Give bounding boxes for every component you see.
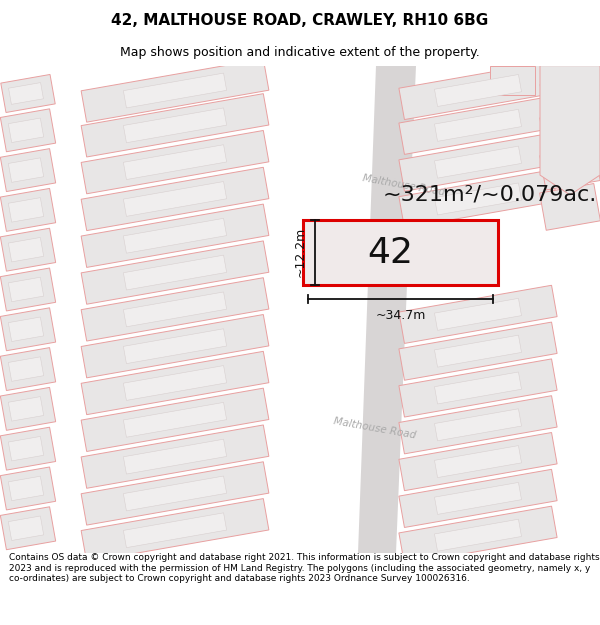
Polygon shape <box>124 73 227 108</box>
Polygon shape <box>81 314 269 378</box>
Polygon shape <box>81 425 269 488</box>
Polygon shape <box>81 168 269 231</box>
Polygon shape <box>1 348 56 391</box>
Polygon shape <box>336 233 424 272</box>
Polygon shape <box>81 388 269 451</box>
Polygon shape <box>434 519 521 551</box>
Polygon shape <box>358 66 416 553</box>
Polygon shape <box>1 149 56 191</box>
Polygon shape <box>399 506 557 564</box>
Text: 42, MALTHOUSE ROAD, CRAWLEY, RH10 6BG: 42, MALTHOUSE ROAD, CRAWLEY, RH10 6BG <box>112 13 488 28</box>
Polygon shape <box>8 357 44 381</box>
Polygon shape <box>8 82 43 104</box>
Polygon shape <box>124 476 227 511</box>
Polygon shape <box>1 188 56 231</box>
Polygon shape <box>539 184 600 230</box>
Polygon shape <box>434 183 521 215</box>
Polygon shape <box>434 482 521 514</box>
Polygon shape <box>124 145 227 179</box>
Polygon shape <box>124 513 227 548</box>
Polygon shape <box>1 268 56 311</box>
Polygon shape <box>540 146 600 190</box>
Text: Map shows position and indicative extent of the property.: Map shows position and indicative extent… <box>120 46 480 59</box>
Polygon shape <box>8 278 44 302</box>
Text: 42: 42 <box>367 236 413 269</box>
Polygon shape <box>1 428 56 470</box>
Polygon shape <box>1 388 56 431</box>
Polygon shape <box>81 59 269 122</box>
Polygon shape <box>81 278 269 341</box>
Text: ~321m²/~0.079ac.: ~321m²/~0.079ac. <box>383 185 597 205</box>
Polygon shape <box>434 409 521 441</box>
Polygon shape <box>1 74 55 112</box>
Polygon shape <box>399 170 557 228</box>
Polygon shape <box>8 198 44 222</box>
Polygon shape <box>399 61 557 119</box>
Polygon shape <box>1 109 56 152</box>
Polygon shape <box>399 469 557 528</box>
Polygon shape <box>434 146 521 178</box>
Polygon shape <box>8 317 44 341</box>
Polygon shape <box>81 241 269 304</box>
Polygon shape <box>1 507 56 550</box>
Polygon shape <box>124 255 227 290</box>
Polygon shape <box>81 499 269 562</box>
Polygon shape <box>124 366 227 401</box>
Polygon shape <box>540 66 600 195</box>
Polygon shape <box>434 446 521 478</box>
Polygon shape <box>1 467 56 510</box>
Polygon shape <box>399 133 557 191</box>
Polygon shape <box>434 335 521 367</box>
Polygon shape <box>399 359 557 417</box>
Polygon shape <box>8 397 44 421</box>
Polygon shape <box>8 436 44 461</box>
Polygon shape <box>8 118 44 142</box>
Polygon shape <box>540 75 600 116</box>
Polygon shape <box>434 372 521 404</box>
Text: Malthouse Road: Malthouse Road <box>333 417 417 441</box>
Polygon shape <box>8 158 44 182</box>
Polygon shape <box>124 181 227 216</box>
Text: ~12.2m: ~12.2m <box>294 227 307 278</box>
Text: Contains OS data © Crown copyright and database right 2021. This information is : Contains OS data © Crown copyright and d… <box>9 553 599 583</box>
Polygon shape <box>124 439 227 474</box>
Polygon shape <box>81 94 269 157</box>
Polygon shape <box>124 108 227 142</box>
Polygon shape <box>399 432 557 491</box>
Polygon shape <box>124 329 227 364</box>
Polygon shape <box>124 218 227 253</box>
Polygon shape <box>399 396 557 454</box>
Polygon shape <box>1 308 56 351</box>
Polygon shape <box>81 351 269 414</box>
Polygon shape <box>399 322 557 380</box>
Polygon shape <box>81 131 269 194</box>
Text: Malthouse Road: Malthouse Road <box>362 173 446 198</box>
Polygon shape <box>1 228 56 271</box>
Polygon shape <box>81 204 269 268</box>
Polygon shape <box>124 292 227 327</box>
Polygon shape <box>434 109 521 141</box>
Polygon shape <box>399 285 557 343</box>
Polygon shape <box>434 298 521 331</box>
Polygon shape <box>81 462 269 525</box>
Text: ~34.7m: ~34.7m <box>376 309 425 322</box>
Polygon shape <box>399 96 557 154</box>
Polygon shape <box>302 221 497 285</box>
Polygon shape <box>8 476 44 501</box>
Polygon shape <box>490 66 535 96</box>
Polygon shape <box>434 74 521 106</box>
Polygon shape <box>8 516 44 541</box>
Polygon shape <box>124 402 227 437</box>
Polygon shape <box>8 238 44 262</box>
Polygon shape <box>540 108 600 152</box>
